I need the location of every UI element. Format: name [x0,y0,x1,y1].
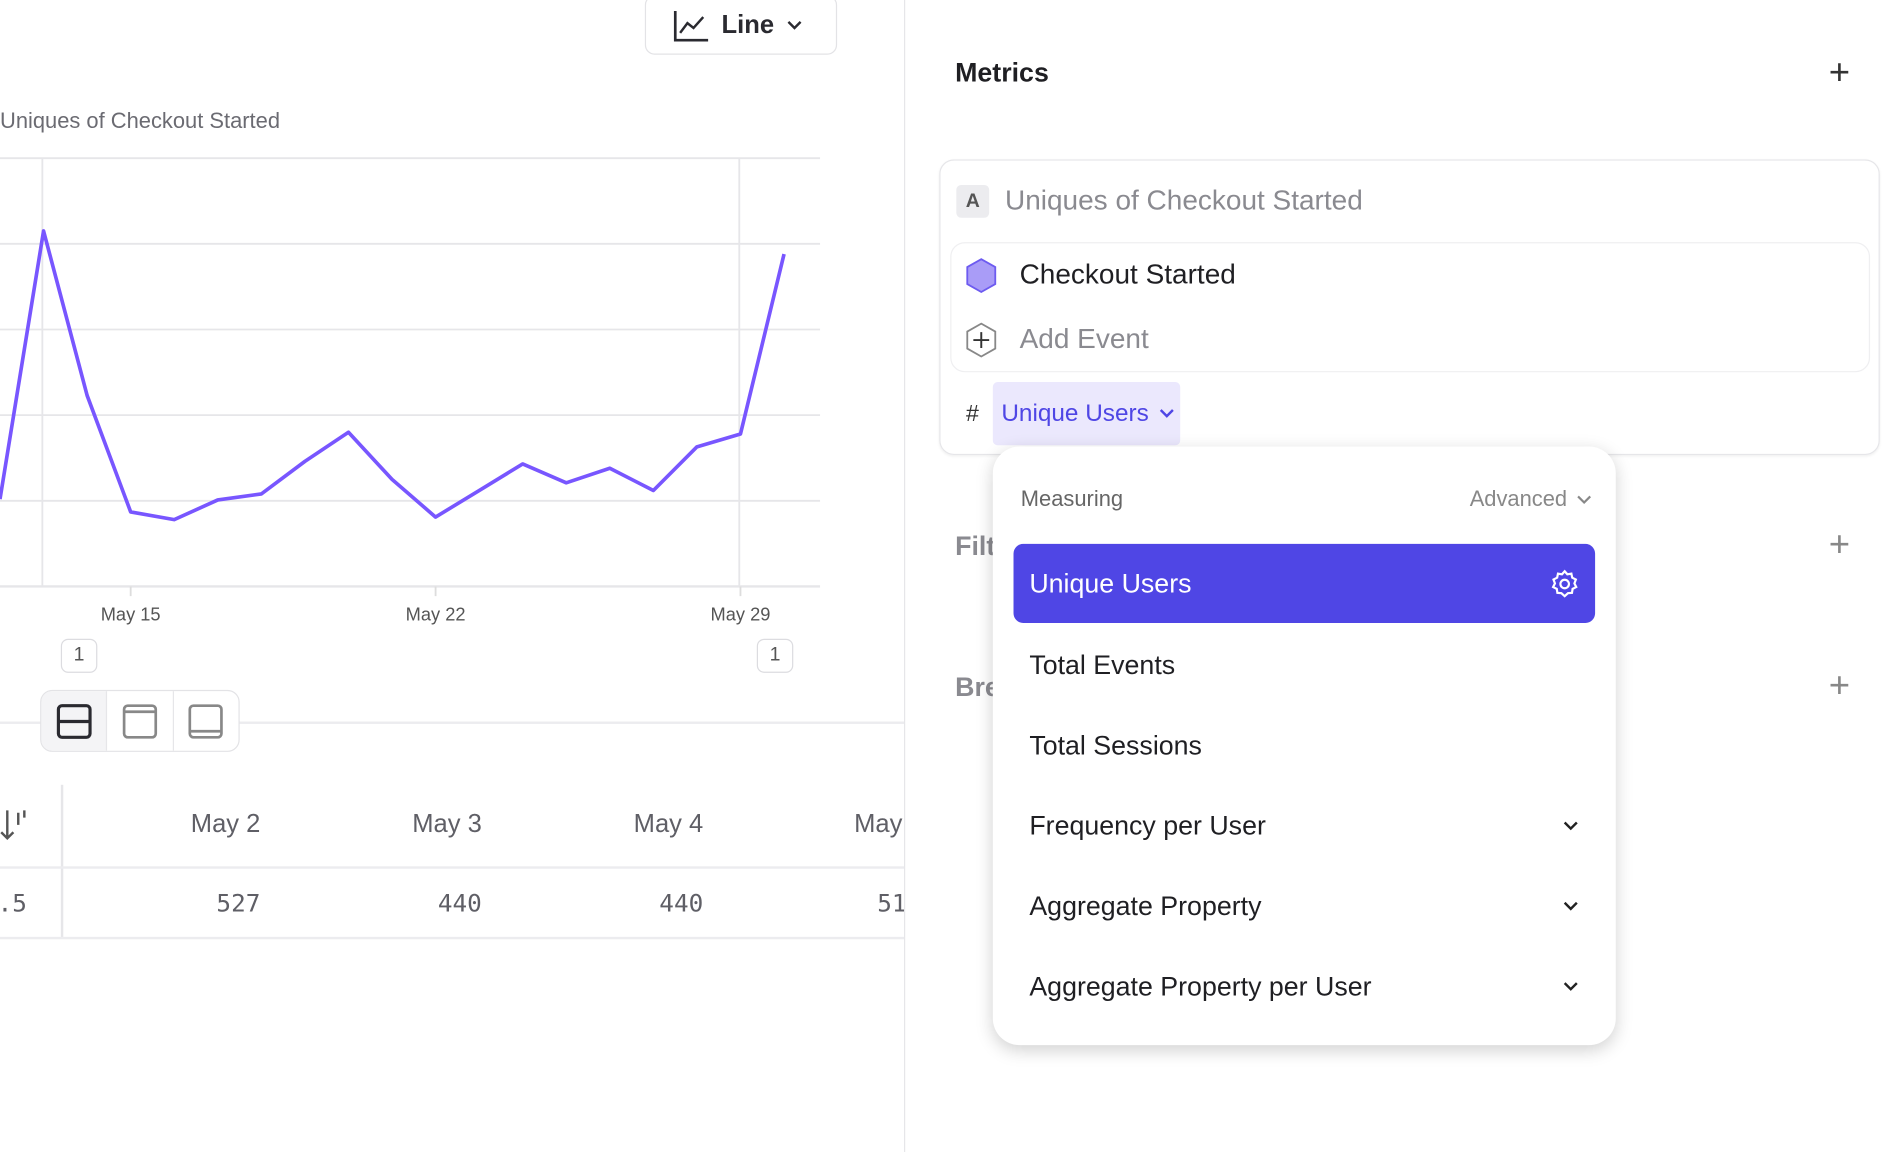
table-only-view-icon [188,703,224,739]
menu-option-total-sessions[interactable]: Total Sessions [1014,706,1596,785]
annotation-marker[interactable]: 1 [60,638,98,673]
option-label: Aggregate Property [1029,890,1262,921]
x-tick-label: May 22 [406,604,466,625]
add-event-button[interactable]: Add Event [1019,322,1149,355]
chart-type-label: Line [721,10,775,39]
table-cell: 527 [216,888,261,918]
metric-name[interactable]: Uniques of Checkout Started [1004,183,1363,216]
event-name[interactable]: Checkout Started [1019,257,1236,290]
menu-option-total-events[interactable]: Total Events [1014,625,1596,704]
split-view-icon [56,703,92,739]
metrics-title: Metrics [955,57,1049,88]
x-tick-label: May 15 [101,604,161,625]
x-tick-label: May 29 [711,604,771,625]
breakdown-section-title: Bre [955,671,1000,703]
gear-icon[interactable] [1550,568,1579,598]
option-label: Total Sessions [1029,729,1202,760]
layout-toggle [40,689,240,752]
add-metric-plus-icon[interactable]: + [1828,52,1851,93]
menu-option-aggregate-property[interactable]: Aggregate Property [1014,866,1596,945]
option-label: Unique Users [1029,567,1192,599]
line-chart-icon [673,10,709,41]
event-hexagon-icon [966,258,997,294]
sort-icon[interactable] [0,808,32,842]
table-divider [0,866,905,869]
chevron-down-icon [1563,901,1578,910]
measurement-label: Unique Users [1001,399,1149,427]
advanced-toggle[interactable]: Advanced [1470,487,1592,513]
add-filter-plus-icon[interactable]: + [1828,524,1851,565]
option-label: Aggregate Property per User [1029,970,1372,1001]
menu-option-frequency-per-user[interactable]: Frequency per User [1014,786,1596,865]
menu-option-unique-users[interactable]: Unique Users [1013,543,1596,623]
column-header[interactable]: May 4 [633,810,704,839]
metric-letter-badge: A [956,184,990,218]
table-cell: 51 [877,888,907,918]
chart-title: Uniques of Checkout Started [0,108,281,133]
advanced-label: Advanced [1469,486,1568,512]
table-divider [0,936,905,940]
column-header[interactable]: May [854,810,903,839]
chevron-down-icon [1160,409,1174,418]
column-header[interactable]: May 3 [412,810,482,839]
menu-header: Measuring [1020,486,1124,512]
layout-chart-only-button[interactable] [107,691,174,751]
layout-table-only-button[interactable] [174,691,239,751]
chart-type-dropdown[interactable]: Line [644,0,838,55]
chevron-down-icon [787,20,802,30]
annotation-marker[interactable]: 1 [756,638,794,673]
column-divider [60,784,64,939]
table-cell: 440 [437,888,482,918]
column-header[interactable]: May 2 [190,810,261,839]
layout-split-button[interactable] [41,691,108,751]
hash-icon: # [966,401,979,428]
table-cell: .5 [0,888,27,918]
chevron-down-icon [1563,981,1578,991]
measurement-dropdown[interactable]: Unique Users [992,382,1181,446]
chevron-down-icon [1563,821,1578,830]
option-label: Total Events [1029,649,1176,680]
table-cell: 440 [659,888,704,918]
event-list [950,242,1871,373]
panel-divider[interactable] [0,721,905,724]
series-line [0,229,786,522]
option-label: Frequency per User [1029,809,1266,841]
menu-option-aggregate-property-per-user[interactable]: Aggregate Property per User [1014,947,1596,1026]
chart-only-view-icon [122,703,158,739]
add-event-icon[interactable] [965,322,998,358]
add-breakdown-plus-icon[interactable]: + [1828,665,1851,706]
measuring-menu: Measuring Advanced Unique Users Total Ev… [992,446,1616,1046]
filters-section-title: Filt [955,530,996,561]
line-chart: May 15 May 22 May 29 [0,157,821,625]
panel-divider [904,0,906,1152]
chevron-down-icon [1577,495,1592,504]
